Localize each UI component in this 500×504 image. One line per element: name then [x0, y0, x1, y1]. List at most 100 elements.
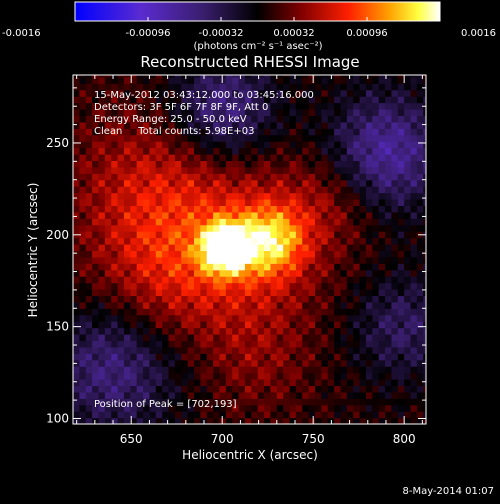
heatmap-cell — [416, 321, 424, 329]
heatmap-cell — [264, 166, 272, 174]
heatmap-cell — [136, 231, 144, 239]
heatmap-cell — [340, 250, 348, 258]
heatmap-cell — [136, 321, 144, 329]
heatmap-cell — [283, 327, 291, 335]
heatmap-cell — [359, 218, 367, 226]
heatmap-cell — [251, 76, 259, 84]
heatmap-cell — [385, 237, 393, 245]
heatmap-cell — [111, 83, 119, 91]
heatmap-cell — [346, 96, 354, 104]
heatmap-cell — [327, 333, 335, 342]
heatmap-cell — [168, 231, 176, 239]
heatmap-cell — [353, 250, 361, 258]
heatmap-cell — [397, 346, 405, 354]
heatmap-cell — [85, 115, 93, 123]
heatmap-cell — [73, 263, 80, 271]
heatmap-cell — [187, 276, 195, 284]
heatmap-cell — [353, 321, 361, 329]
heatmap-cell — [308, 76, 316, 84]
heatmap-cell — [149, 411, 157, 419]
heatmap-cell — [410, 404, 418, 412]
heatmap-cell — [321, 385, 329, 393]
heatmap-cell — [181, 282, 189, 290]
heatmap-cell — [206, 314, 214, 322]
heatmap-cell — [404, 243, 412, 252]
heatmap-cell — [244, 327, 252, 335]
heatmap-cell — [423, 192, 426, 200]
heatmap-cell — [225, 166, 233, 174]
heatmap-cell — [283, 173, 291, 181]
heatmap-cell — [200, 327, 208, 335]
heatmap-cell — [416, 263, 424, 271]
heatmap-cell — [276, 411, 284, 419]
heatmap-cell — [244, 372, 252, 380]
heatmap-cell — [257, 359, 265, 367]
heatmap-cell — [391, 276, 399, 284]
heatmap-cell — [79, 340, 87, 348]
heatmap-cell — [85, 205, 93, 213]
heatmap-cell — [270, 269, 278, 277]
heatmap-cell — [117, 121, 125, 129]
heatmap-cell — [302, 108, 310, 117]
heatmap-cell — [168, 166, 176, 174]
heatmap-cell — [340, 96, 348, 104]
heatmap-cell — [251, 366, 259, 374]
heatmap-cell — [232, 378, 240, 387]
heatmap-cell — [123, 186, 131, 194]
heatmap-cell — [276, 301, 284, 309]
heatmap-cell — [359, 83, 367, 91]
heatmap-cell — [149, 102, 157, 110]
heatmap-cell — [136, 269, 144, 277]
heatmap-cell — [372, 243, 380, 252]
heatmap-cell — [162, 385, 170, 393]
heatmap-cell — [244, 243, 252, 252]
heatmap-cell — [321, 333, 329, 342]
heatmap-cell — [404, 359, 412, 367]
heatmap-cell — [334, 76, 342, 84]
heatmap-cell — [73, 378, 80, 387]
heatmap-cell — [340, 282, 348, 290]
heatmap-cell — [404, 391, 412, 399]
heatmap-cell — [397, 121, 405, 129]
heatmap-cell — [206, 128, 214, 136]
heatmap-cell — [244, 96, 252, 104]
heatmap-cell — [162, 333, 170, 342]
heatmap-cell — [270, 288, 278, 297]
heatmap-cell — [327, 147, 335, 155]
heatmap-cell — [181, 83, 189, 91]
heatmap-cell — [200, 321, 208, 329]
heatmap-cell — [79, 308, 87, 316]
heatmap-cell — [162, 308, 170, 316]
heatmap-cell — [149, 147, 157, 155]
heatmap-cell — [136, 372, 144, 380]
heatmap-cell — [346, 385, 354, 393]
heatmap-cell — [98, 75, 106, 78]
heatmap-cell — [181, 198, 189, 207]
heatmap-cell — [111, 269, 119, 277]
heatmap-cell — [321, 263, 329, 271]
heatmap-cell — [308, 391, 316, 399]
heatmap-cell — [111, 102, 119, 110]
heatmap-cell — [257, 263, 265, 271]
heatmap-cell — [117, 256, 125, 264]
heatmap-cell — [194, 224, 201, 232]
heatmap-cell — [251, 321, 259, 329]
heatmap-cell — [391, 173, 399, 181]
heatmap-cell — [321, 115, 329, 123]
heatmap-cell — [410, 134, 418, 142]
heatmap-cell — [174, 314, 182, 322]
heatmap-cell — [334, 205, 342, 213]
heatmap-cell — [244, 301, 252, 309]
heatmap-cell — [295, 89, 303, 97]
heatmap-cell — [334, 115, 342, 123]
heatmap-cell — [123, 366, 131, 374]
heatmap-cell — [289, 173, 297, 181]
heatmap-cell — [289, 108, 297, 117]
heatmap-cell — [225, 385, 233, 393]
heatmap-cell — [340, 269, 348, 277]
heatmap-cell — [181, 391, 189, 399]
heatmap-cell — [302, 398, 310, 406]
heatmap-cell — [404, 76, 412, 84]
heatmap-cell — [270, 96, 278, 104]
heatmap-cell — [308, 218, 316, 226]
